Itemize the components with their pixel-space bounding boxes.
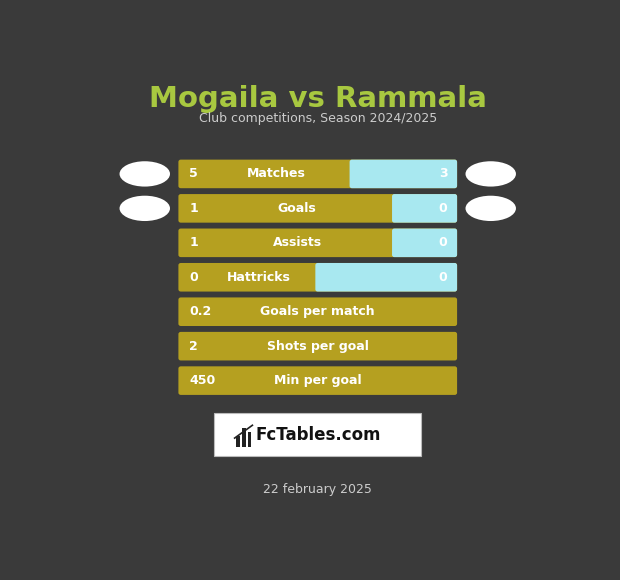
FancyBboxPatch shape xyxy=(179,194,457,223)
Text: Goals: Goals xyxy=(278,202,317,215)
Text: 0: 0 xyxy=(439,202,448,215)
Text: Matches: Matches xyxy=(247,168,306,180)
Text: 0: 0 xyxy=(439,271,448,284)
FancyBboxPatch shape xyxy=(179,263,457,292)
Text: Assists: Assists xyxy=(273,236,322,249)
FancyBboxPatch shape xyxy=(392,229,457,257)
Ellipse shape xyxy=(466,195,516,221)
FancyBboxPatch shape xyxy=(179,160,457,188)
Bar xyxy=(242,427,246,447)
Ellipse shape xyxy=(120,161,170,187)
Text: FcTables.com: FcTables.com xyxy=(255,426,381,444)
Text: Mogaila vs Rammala: Mogaila vs Rammala xyxy=(149,85,487,113)
FancyBboxPatch shape xyxy=(179,332,457,360)
FancyBboxPatch shape xyxy=(350,160,457,188)
Bar xyxy=(236,436,240,447)
FancyBboxPatch shape xyxy=(392,194,457,223)
FancyBboxPatch shape xyxy=(179,367,457,395)
Text: Hattricks: Hattricks xyxy=(227,271,291,284)
Text: 2: 2 xyxy=(190,340,198,353)
Text: Goals per match: Goals per match xyxy=(260,305,375,318)
Text: 3: 3 xyxy=(439,168,448,180)
Text: 450: 450 xyxy=(190,374,216,387)
FancyBboxPatch shape xyxy=(179,229,457,257)
Text: Min per goal: Min per goal xyxy=(274,374,361,387)
Text: 22 february 2025: 22 february 2025 xyxy=(264,483,372,496)
Bar xyxy=(247,432,252,447)
Text: Shots per goal: Shots per goal xyxy=(267,340,369,353)
Ellipse shape xyxy=(120,195,170,221)
Text: 0: 0 xyxy=(190,271,198,284)
FancyBboxPatch shape xyxy=(215,414,421,456)
Text: Club competitions, Season 2024/2025: Club competitions, Season 2024/2025 xyxy=(198,112,437,125)
Text: 1: 1 xyxy=(190,236,198,249)
Text: 5: 5 xyxy=(190,168,198,180)
FancyBboxPatch shape xyxy=(316,263,457,292)
Text: 1: 1 xyxy=(190,202,198,215)
Text: 0: 0 xyxy=(439,236,448,249)
Text: 0.2: 0.2 xyxy=(190,305,211,318)
Ellipse shape xyxy=(466,161,516,187)
FancyBboxPatch shape xyxy=(179,298,457,326)
